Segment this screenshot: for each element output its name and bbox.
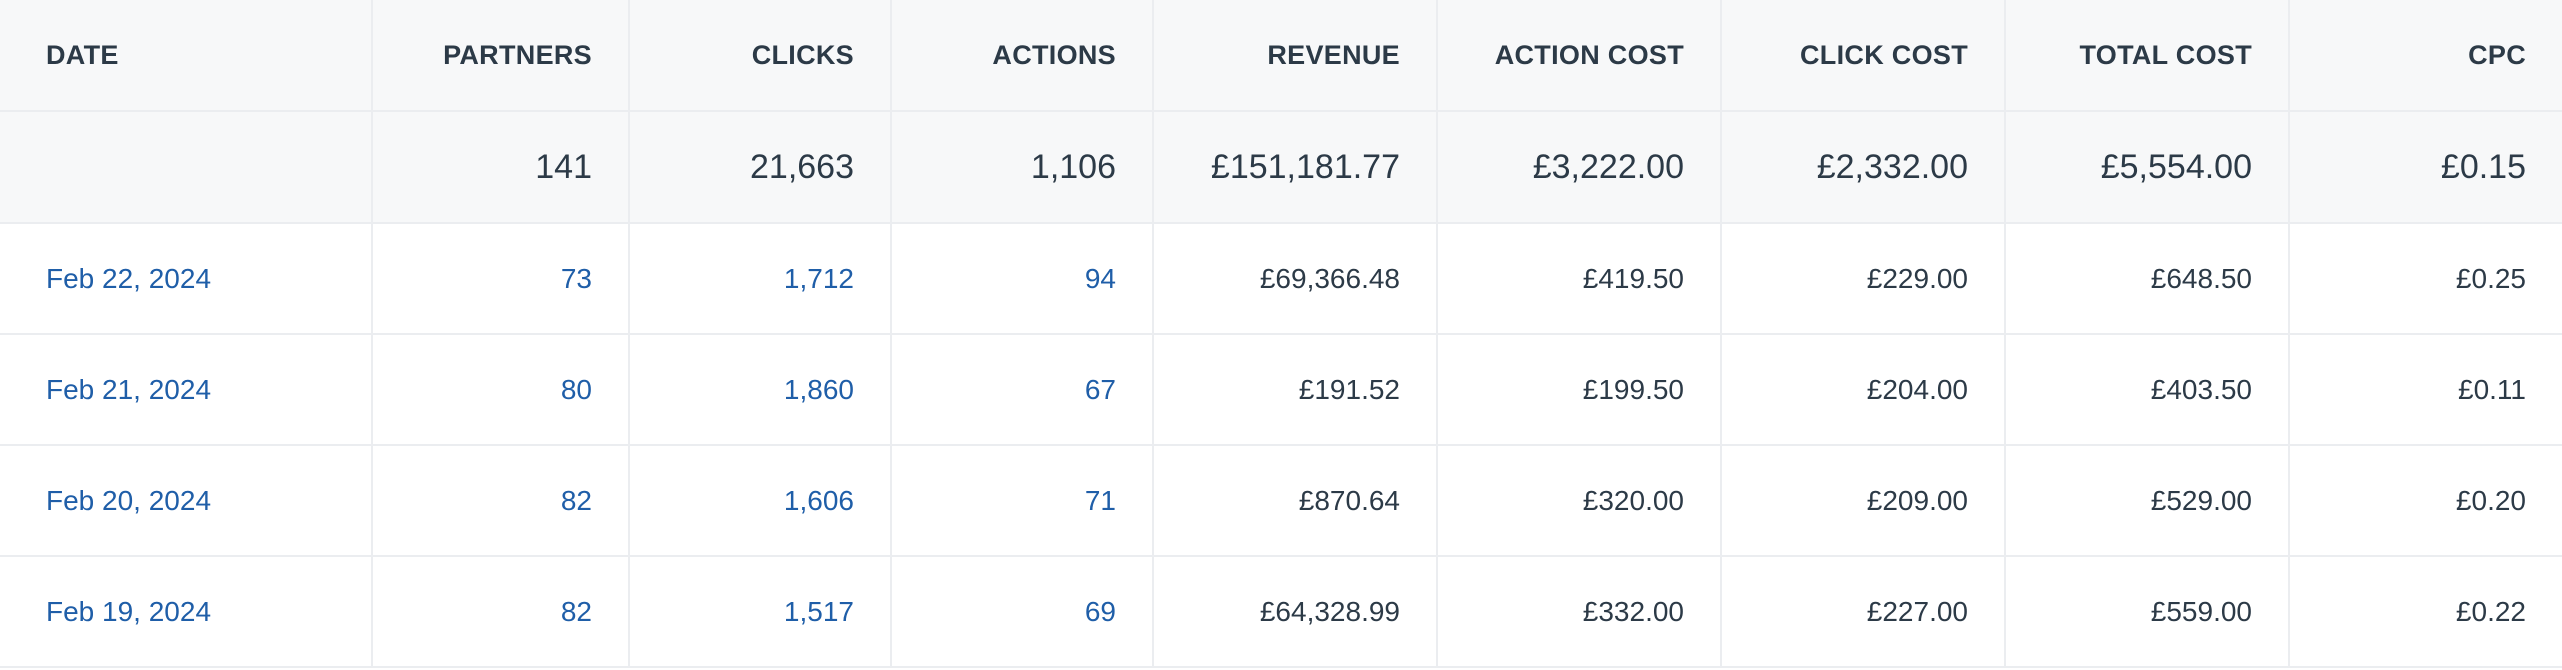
partners-link[interactable]: 80 bbox=[372, 334, 630, 446]
click-cost-cell: £204.00 bbox=[1721, 334, 2006, 446]
total-cost-cell: £529.00 bbox=[2005, 445, 2290, 557]
actions-link[interactable]: 69 bbox=[891, 556, 1154, 668]
date-link[interactable]: Feb 20, 2024 bbox=[0, 445, 373, 557]
header-row: DATE PARTNERS CLICKS ACTIONS REVENUE ACT… bbox=[0, 0, 2562, 112]
totals-cpc: £0.15 bbox=[2289, 111, 2562, 224]
totals-total-cost: £5,554.00 bbox=[2005, 111, 2290, 224]
partners-link[interactable]: 82 bbox=[372, 445, 630, 557]
cpc-cell: £0.22 bbox=[2289, 556, 2562, 668]
cpc-cell: £0.25 bbox=[2289, 223, 2562, 335]
total-cost-cell: £559.00 bbox=[2005, 556, 2290, 668]
actions-link[interactable]: 71 bbox=[891, 445, 1154, 557]
column-header-date[interactable]: DATE bbox=[0, 0, 373, 112]
revenue-cell: £191.52 bbox=[1153, 334, 1438, 446]
column-header-total-cost[interactable]: TOTAL COST bbox=[2005, 0, 2290, 112]
totals-revenue: £151,181.77 bbox=[1153, 111, 1438, 224]
column-header-actions[interactable]: ACTIONS bbox=[891, 0, 1154, 112]
date-link[interactable]: Feb 22, 2024 bbox=[0, 223, 373, 335]
partners-link[interactable]: 82 bbox=[372, 556, 630, 668]
actions-link[interactable]: 67 bbox=[891, 334, 1154, 446]
column-header-partners[interactable]: PARTNERS bbox=[372, 0, 630, 112]
date-link[interactable]: Feb 19, 2024 bbox=[0, 556, 373, 668]
totals-click-cost: £2,332.00 bbox=[1721, 111, 2006, 224]
date-link[interactable]: Feb 21, 2024 bbox=[0, 334, 373, 446]
click-cost-cell: £229.00 bbox=[1721, 223, 2006, 335]
totals-actions: 1,106 bbox=[891, 111, 1154, 224]
total-cost-cell: £648.50 bbox=[2005, 223, 2290, 335]
click-cost-cell: £227.00 bbox=[1721, 556, 2006, 668]
revenue-cell: £64,328.99 bbox=[1153, 556, 1438, 668]
partners-link[interactable]: 73 bbox=[372, 223, 630, 335]
totals-clicks: 21,663 bbox=[629, 111, 892, 224]
clicks-link[interactable]: 1,517 bbox=[629, 556, 892, 668]
column-header-cpc[interactable]: CPC bbox=[2289, 0, 2562, 112]
total-cost-cell: £403.50 bbox=[2005, 334, 2290, 446]
action-cost-cell: £419.50 bbox=[1437, 223, 1722, 335]
column-header-click-cost[interactable]: CLICK COST bbox=[1721, 0, 2006, 112]
column-header-action-cost[interactable]: ACTION COST bbox=[1437, 0, 1722, 112]
totals-row: 141 21,663 1,106 £151,181.77 £3,222.00 £… bbox=[0, 111, 2562, 224]
clicks-link[interactable]: 1,712 bbox=[629, 223, 892, 335]
action-cost-cell: £320.00 bbox=[1437, 445, 1722, 557]
cpc-cell: £0.20 bbox=[2289, 445, 2562, 557]
actions-link[interactable]: 94 bbox=[891, 223, 1154, 335]
table-row: Feb 19, 2024 82 1,517 69 £64,328.99 £332… bbox=[0, 556, 2562, 668]
totals-partners: 141 bbox=[372, 111, 630, 224]
action-cost-cell: £332.00 bbox=[1437, 556, 1722, 668]
table-row: Feb 22, 2024 73 1,712 94 £69,366.48 £419… bbox=[0, 223, 2562, 335]
totals-date bbox=[0, 111, 373, 224]
revenue-cell: £69,366.48 bbox=[1153, 223, 1438, 335]
cpc-cell: £0.11 bbox=[2289, 334, 2562, 446]
table-row: Feb 20, 2024 82 1,606 71 £870.64 £320.00… bbox=[0, 445, 2562, 557]
table-row: Feb 21, 2024 80 1,860 67 £191.52 £199.50… bbox=[0, 334, 2562, 446]
clicks-link[interactable]: 1,606 bbox=[629, 445, 892, 557]
click-cost-cell: £209.00 bbox=[1721, 445, 2006, 557]
column-header-revenue[interactable]: REVENUE bbox=[1153, 0, 1438, 112]
column-header-clicks[interactable]: CLICKS bbox=[629, 0, 892, 112]
revenue-cell: £870.64 bbox=[1153, 445, 1438, 557]
totals-action-cost: £3,222.00 bbox=[1437, 111, 1722, 224]
action-cost-cell: £199.50 bbox=[1437, 334, 1722, 446]
clicks-link[interactable]: 1,860 bbox=[629, 334, 892, 446]
